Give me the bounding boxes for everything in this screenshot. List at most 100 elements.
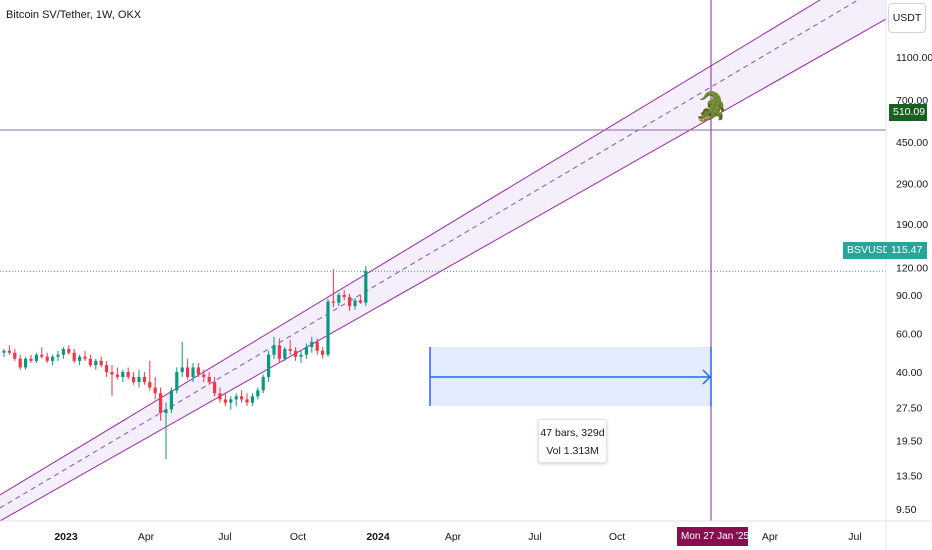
parallel-channel-median-line (0, 0, 859, 509)
candle (348, 293, 352, 312)
candle (7, 345, 11, 355)
candle (83, 350, 87, 361)
candle (51, 354, 55, 366)
time-tick-label: Apr (445, 531, 462, 543)
crosshair-price-tag: 510.09 (889, 104, 927, 121)
price-tick-label: 450.00 (896, 137, 928, 149)
time-tick-label: Apr (138, 531, 155, 543)
candle (34, 352, 38, 363)
price-axis[interactable]: 1100.00 700.00 450.00 290.00 190.00 120.00 90.… (896, 52, 932, 516)
candle (294, 347, 298, 361)
candle (121, 369, 125, 383)
candle (326, 299, 330, 357)
time-axis[interactable]: 2023 Apr Jul Oct 2024 Apr Jul Oct Apr Jul (54, 531, 861, 543)
time-tick-label: Jul (218, 531, 231, 543)
candle (40, 347, 44, 359)
time-tick-label: Jul (528, 531, 541, 543)
candle (288, 340, 292, 355)
candle (304, 343, 308, 359)
candle (299, 350, 303, 363)
candle (202, 369, 206, 383)
candle (186, 358, 190, 380)
price-tick-label: 27.50 (896, 403, 922, 415)
time-tick-label: Jul (848, 531, 861, 543)
candle (18, 354, 22, 370)
symbol-price-tag: BSVUSDT (843, 242, 897, 259)
candle (126, 367, 130, 380)
candle (2, 348, 6, 357)
candle (272, 336, 276, 359)
candle (88, 354, 92, 368)
parallel-channel-lower-line[interactable] (0, 18, 886, 521)
time-tick-label: Oct (290, 531, 306, 543)
candle (229, 396, 233, 410)
candle (180, 341, 184, 377)
candlestick-series (2, 266, 368, 460)
candle (72, 348, 76, 363)
candle (45, 352, 49, 363)
crocodile-icon[interactable]: 🐊 (694, 91, 729, 122)
price-tick-label: 40.00 (896, 367, 922, 379)
price-tick-label: 19.50 (896, 435, 922, 447)
candle (234, 393, 238, 406)
candle (256, 387, 260, 400)
price-tick-label: 60.00 (896, 329, 922, 341)
candle (358, 294, 362, 304)
candle (321, 347, 325, 359)
price-tick-label: 13.50 (896, 470, 922, 482)
candle (175, 367, 179, 394)
candle (13, 348, 17, 361)
symbol-title: Bitcoin SV/Tether, 1W, OKX (6, 9, 142, 21)
candle (61, 347, 65, 359)
crosshair-time-tag: Mon 27 Jan '25 (677, 527, 749, 546)
currency-button[interactable]: USDT (888, 3, 926, 33)
time-tick-label: Oct (609, 531, 625, 543)
date-range-volume-label: Vol 1.313M (546, 445, 599, 457)
candle (115, 367, 119, 380)
last-price-tag: 115.47 (887, 242, 927, 259)
candle (245, 393, 249, 406)
candle (99, 356, 103, 368)
candle (337, 292, 341, 307)
candle (250, 393, 254, 406)
candle (240, 390, 244, 403)
candle (29, 354, 33, 363)
candle (353, 298, 357, 310)
candle (223, 393, 227, 406)
date-range-bars-label: 47 bars, 329d (540, 427, 605, 439)
candle (169, 387, 173, 414)
time-tick-label: 2023 (54, 531, 78, 543)
candle (342, 289, 346, 301)
price-tick-label: 290.00 (896, 179, 928, 191)
time-tick-label: Apr (762, 531, 779, 543)
candle (142, 372, 146, 385)
parallel-channel-upper-line[interactable] (0, 0, 821, 496)
candle (110, 365, 114, 397)
candle (148, 360, 152, 391)
candle (283, 347, 287, 361)
price-tick-label: 9.50 (896, 504, 917, 516)
price-tick-label: 90.00 (896, 290, 922, 302)
candle (315, 338, 319, 355)
candle (67, 345, 71, 355)
candle (159, 387, 163, 421)
candle (94, 358, 98, 370)
time-tick-label: 2024 (366, 531, 390, 543)
candle (261, 374, 265, 394)
price-tick-label: 700.00 (896, 95, 928, 107)
candle (132, 372, 136, 385)
candle (207, 372, 211, 385)
candle (105, 360, 109, 377)
candle (24, 356, 28, 370)
candle (137, 369, 141, 388)
parallel-channel-fill (0, 0, 886, 521)
candle (277, 338, 281, 363)
price-tick-label: 190.00 (896, 219, 928, 231)
candle (310, 336, 314, 353)
date-range-arrow-head (702, 369, 712, 385)
candle (218, 387, 222, 403)
candle (164, 402, 168, 460)
candle (153, 376, 157, 400)
candle (267, 350, 271, 383)
